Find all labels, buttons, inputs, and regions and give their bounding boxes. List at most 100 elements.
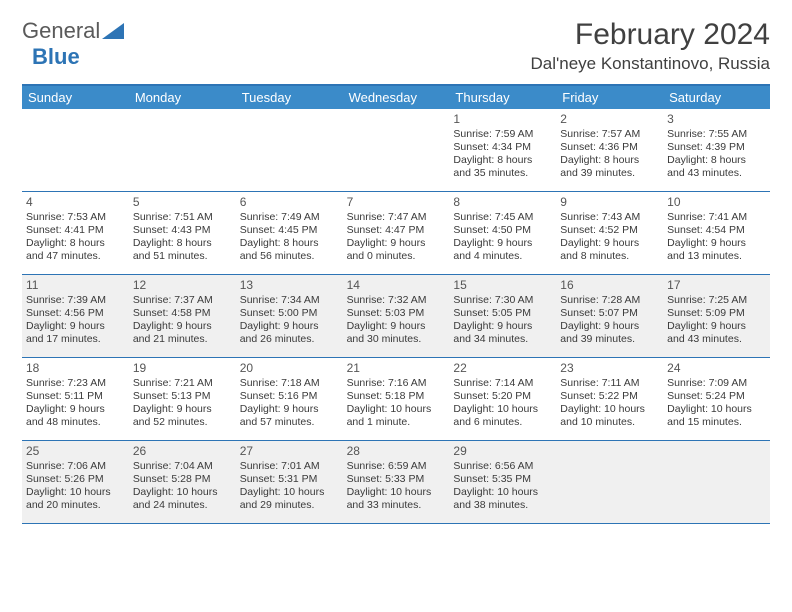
- day-cell: 14Sunrise: 7:32 AMSunset: 5:03 PMDayligh…: [343, 275, 450, 357]
- sunset-text: Sunset: 4:43 PM: [133, 224, 232, 237]
- daylight-text: Daylight: 10 hours and 20 minutes.: [26, 486, 125, 512]
- day-header-row: Sunday Monday Tuesday Wednesday Thursday…: [22, 86, 770, 109]
- sunrise-text: Sunrise: 7:57 AM: [560, 128, 659, 141]
- sunrise-text: Sunrise: 7:53 AM: [26, 211, 125, 224]
- sunset-text: Sunset: 4:58 PM: [133, 307, 232, 320]
- day-number: 5: [133, 195, 232, 210]
- logo-triangle-icon: [102, 23, 124, 39]
- day-cell: 17Sunrise: 7:25 AMSunset: 5:09 PMDayligh…: [663, 275, 770, 357]
- day-number: 10: [667, 195, 766, 210]
- sunset-text: Sunset: 5:00 PM: [240, 307, 339, 320]
- sunrise-text: Sunrise: 7:43 AM: [560, 211, 659, 224]
- daylight-text: Daylight: 8 hours and 56 minutes.: [240, 237, 339, 263]
- sunrise-text: Sunrise: 7:41 AM: [667, 211, 766, 224]
- day-cell: 27Sunrise: 7:01 AMSunset: 5:31 PMDayligh…: [236, 441, 343, 523]
- week-row: 4Sunrise: 7:53 AMSunset: 4:41 PMDaylight…: [22, 192, 770, 275]
- day-cell: 22Sunrise: 7:14 AMSunset: 5:20 PMDayligh…: [449, 358, 556, 440]
- sunset-text: Sunset: 4:34 PM: [453, 141, 552, 154]
- daylight-text: Daylight: 9 hours and 30 minutes.: [347, 320, 446, 346]
- sunrise-text: Sunrise: 7:11 AM: [560, 377, 659, 390]
- sunset-text: Sunset: 4:52 PM: [560, 224, 659, 237]
- empty-cell: [129, 109, 236, 191]
- day-number: 19: [133, 361, 232, 376]
- daylight-text: Daylight: 10 hours and 10 minutes.: [560, 403, 659, 429]
- logo-text-general: General: [22, 18, 100, 44]
- day-cell: 6Sunrise: 7:49 AMSunset: 4:45 PMDaylight…: [236, 192, 343, 274]
- day-number: 21: [347, 361, 446, 376]
- sunrise-text: Sunrise: 7:34 AM: [240, 294, 339, 307]
- day-number: 20: [240, 361, 339, 376]
- empty-cell: [22, 109, 129, 191]
- day-header: Thursday: [449, 86, 556, 109]
- day-cell: 4Sunrise: 7:53 AMSunset: 4:41 PMDaylight…: [22, 192, 129, 274]
- daylight-text: Daylight: 10 hours and 29 minutes.: [240, 486, 339, 512]
- sunrise-text: Sunrise: 7:25 AM: [667, 294, 766, 307]
- day-cell: 2Sunrise: 7:57 AMSunset: 4:36 PMDaylight…: [556, 109, 663, 191]
- sunset-text: Sunset: 4:41 PM: [26, 224, 125, 237]
- sunrise-text: Sunrise: 7:49 AM: [240, 211, 339, 224]
- daylight-text: Daylight: 10 hours and 38 minutes.: [453, 486, 552, 512]
- week-row: 25Sunrise: 7:06 AMSunset: 5:26 PMDayligh…: [22, 441, 770, 524]
- sunrise-text: Sunrise: 7:39 AM: [26, 294, 125, 307]
- sunset-text: Sunset: 4:54 PM: [667, 224, 766, 237]
- daylight-text: Daylight: 8 hours and 43 minutes.: [667, 154, 766, 180]
- daylight-text: Daylight: 8 hours and 39 minutes.: [560, 154, 659, 180]
- sunrise-text: Sunrise: 7:06 AM: [26, 460, 125, 473]
- sunset-text: Sunset: 5:20 PM: [453, 390, 552, 403]
- daylight-text: Daylight: 9 hours and 8 minutes.: [560, 237, 659, 263]
- month-title: February 2024: [531, 18, 771, 52]
- daylight-text: Daylight: 9 hours and 34 minutes.: [453, 320, 552, 346]
- day-header: Friday: [556, 86, 663, 109]
- sunrise-text: Sunrise: 7:55 AM: [667, 128, 766, 141]
- day-number: 25: [26, 444, 125, 459]
- day-number: 1: [453, 112, 552, 127]
- sunrise-text: Sunrise: 7:45 AM: [453, 211, 552, 224]
- day-number: 16: [560, 278, 659, 293]
- sunset-text: Sunset: 5:31 PM: [240, 473, 339, 486]
- day-header: Monday: [129, 86, 236, 109]
- day-number: 6: [240, 195, 339, 210]
- day-cell: 28Sunrise: 6:59 AMSunset: 5:33 PMDayligh…: [343, 441, 450, 523]
- day-number: 28: [347, 444, 446, 459]
- sunrise-text: Sunrise: 7:51 AM: [133, 211, 232, 224]
- header: General February 2024 Dal'neye Konstanti…: [22, 18, 770, 74]
- day-cell: 11Sunrise: 7:39 AMSunset: 4:56 PMDayligh…: [22, 275, 129, 357]
- day-number: 11: [26, 278, 125, 293]
- sunset-text: Sunset: 4:39 PM: [667, 141, 766, 154]
- day-cell: 20Sunrise: 7:18 AMSunset: 5:16 PMDayligh…: [236, 358, 343, 440]
- day-cell: 23Sunrise: 7:11 AMSunset: 5:22 PMDayligh…: [556, 358, 663, 440]
- sunset-text: Sunset: 4:50 PM: [453, 224, 552, 237]
- day-cell: 9Sunrise: 7:43 AMSunset: 4:52 PMDaylight…: [556, 192, 663, 274]
- title-block: February 2024 Dal'neye Konstantinovo, Ru…: [531, 18, 771, 74]
- empty-cell: [663, 441, 770, 523]
- daylight-text: Daylight: 10 hours and 6 minutes.: [453, 403, 552, 429]
- sunrise-text: Sunrise: 7:09 AM: [667, 377, 766, 390]
- sunrise-text: Sunrise: 7:16 AM: [347, 377, 446, 390]
- sunrise-text: Sunrise: 7:23 AM: [26, 377, 125, 390]
- sunset-text: Sunset: 5:09 PM: [667, 307, 766, 320]
- sunset-text: Sunset: 5:16 PM: [240, 390, 339, 403]
- sunset-text: Sunset: 4:56 PM: [26, 307, 125, 320]
- day-number: 22: [453, 361, 552, 376]
- sunrise-text: Sunrise: 7:47 AM: [347, 211, 446, 224]
- day-header: Sunday: [22, 86, 129, 109]
- sunset-text: Sunset: 5:05 PM: [453, 307, 552, 320]
- day-cell: 10Sunrise: 7:41 AMSunset: 4:54 PMDayligh…: [663, 192, 770, 274]
- daylight-text: Daylight: 8 hours and 35 minutes.: [453, 154, 552, 180]
- day-number: 8: [453, 195, 552, 210]
- daylight-text: Daylight: 9 hours and 48 minutes.: [26, 403, 125, 429]
- calendar: Sunday Monday Tuesday Wednesday Thursday…: [22, 84, 770, 524]
- week-row: 1Sunrise: 7:59 AMSunset: 4:34 PMDaylight…: [22, 109, 770, 192]
- daylight-text: Daylight: 9 hours and 4 minutes.: [453, 237, 552, 263]
- sunset-text: Sunset: 4:47 PM: [347, 224, 446, 237]
- day-number: 29: [453, 444, 552, 459]
- sunset-text: Sunset: 5:13 PM: [133, 390, 232, 403]
- daylight-text: Daylight: 9 hours and 0 minutes.: [347, 237, 446, 263]
- sunrise-text: Sunrise: 7:32 AM: [347, 294, 446, 307]
- day-cell: 12Sunrise: 7:37 AMSunset: 4:58 PMDayligh…: [129, 275, 236, 357]
- day-header: Tuesday: [236, 86, 343, 109]
- day-cell: 13Sunrise: 7:34 AMSunset: 5:00 PMDayligh…: [236, 275, 343, 357]
- day-header: Wednesday: [343, 86, 450, 109]
- day-cell: 21Sunrise: 7:16 AMSunset: 5:18 PMDayligh…: [343, 358, 450, 440]
- day-header: Saturday: [663, 86, 770, 109]
